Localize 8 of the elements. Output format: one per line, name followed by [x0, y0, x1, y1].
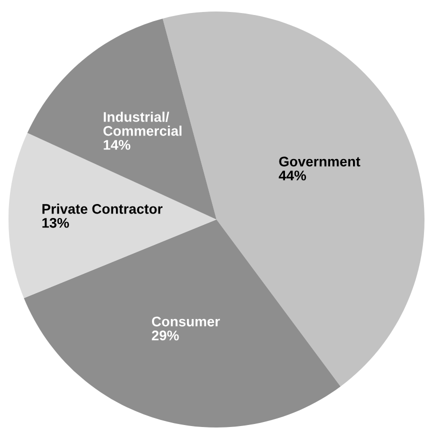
slice-label: Industrial/ Commercial: [103, 112, 182, 136]
data-label: 29%: [152, 330, 179, 340]
data-label: 14%: [104, 140, 130, 150]
slice-label: Private Contractor: [42, 204, 162, 214]
data-label: 13%: [42, 218, 69, 228]
data-label: 44%: [278, 170, 306, 180]
slice-label: Government: [279, 156, 360, 166]
slice-label: Consumer: [152, 316, 220, 326]
